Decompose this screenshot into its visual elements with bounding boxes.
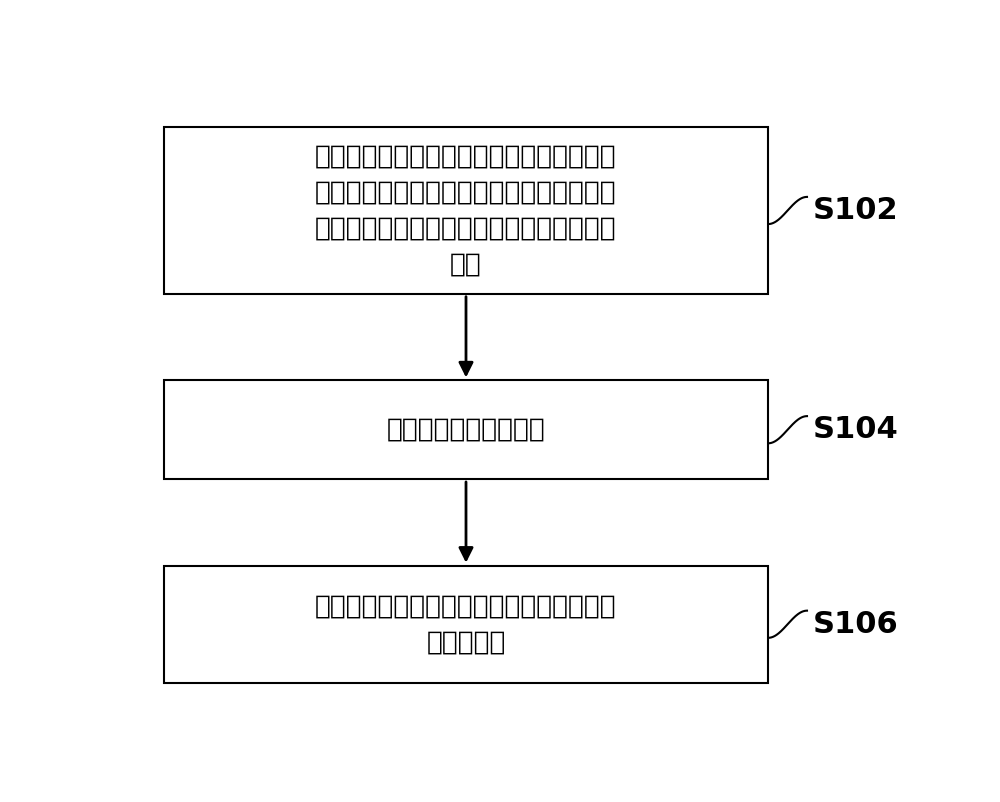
Bar [164, 127, 768, 294]
Text: S106: S106 [813, 610, 899, 638]
Text: S102: S102 [813, 196, 899, 225]
Text: S104: S104 [813, 415, 899, 444]
Bar [164, 380, 768, 479]
Bar [164, 565, 768, 683]
Text: 检测计算图模型的类型: 检测计算图模型的类型 [387, 417, 545, 443]
Text: 将电网图转化为计算图模型，其中，计算图
模型由节点和边组成，节点用于表示电网系
统中的节点，边用于表示所述电网系统中的
线路: 将电网图转化为计算图模型，其中，计算图 模型由节点和边组成，节点用于表示电网系 … [315, 144, 617, 277]
Text: 根据类型，选择与类型对应的方式对电网进
行潮流分析: 根据类型，选择与类型对应的方式对电网进 行潮流分析 [315, 593, 617, 655]
